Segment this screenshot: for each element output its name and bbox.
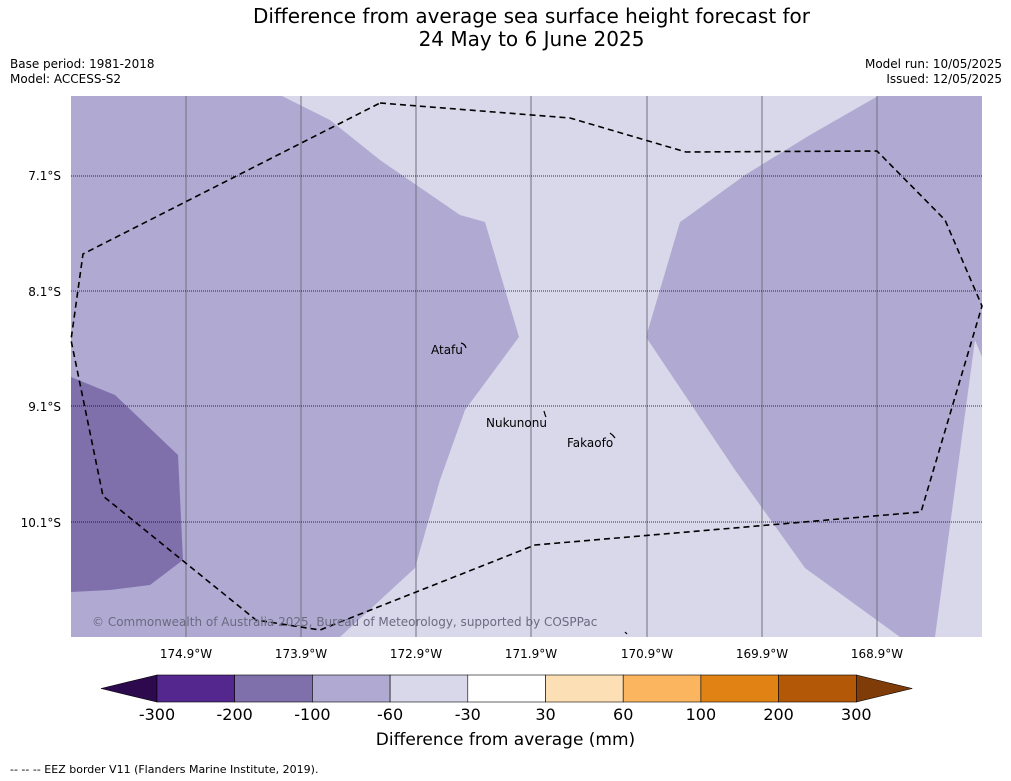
- meta-right: Model run: 10/05/2025 Issued: 12/05/2025: [865, 57, 1002, 87]
- lon-label-172-9: 172.9°W: [390, 647, 442, 661]
- colorbar-tick-label: 30: [535, 705, 555, 724]
- colorbar-segment: [156, 674, 235, 703]
- lon-label-170-9: 170.9°W: [621, 647, 673, 661]
- anomaly-region-west: [71, 96, 519, 637]
- colorbar-segment: [467, 674, 546, 703]
- colorbar-tick-label: 200: [763, 705, 794, 724]
- colorbar-segment: [389, 674, 469, 703]
- colorbar-tick-label: -60: [377, 705, 403, 724]
- colorbar-tick-label: 300: [841, 705, 872, 724]
- place-label-fakaofo: Fakaofo: [567, 436, 613, 450]
- map-title: Difference from average sea surface heig…: [0, 5, 1011, 51]
- atoll-markers: [460, 342, 628, 635]
- lon-label-168-9: 168.9°W: [851, 647, 903, 661]
- colorbar-tick-label: -30: [455, 705, 481, 724]
- model-run: Model run: 10/05/2025: [864, 57, 1002, 71]
- base-period: Base period: 1981-2018: [10, 57, 155, 71]
- anomaly-region-east: [646, 96, 982, 637]
- lon-label-173-9: 173.9°W: [275, 647, 327, 661]
- colorbar: -300 -200 -100 -60 -30 30 60 100 200 300: [100, 674, 913, 724]
- copyright-notice: © Commonwealth of Australia 2025, Bureau…: [92, 615, 597, 629]
- colorbar-tick-label: 100: [686, 705, 717, 724]
- model-name: Model: ACCESS-S2: [10, 72, 122, 86]
- colorbar-tick-label: -300: [139, 705, 175, 724]
- colorbar-extend-high: [855, 674, 913, 703]
- latitude-labels: 7.1°S 8.1°S 9.1°S 10.1°S: [21, 169, 61, 530]
- atafu-atoll-icon: [460, 342, 467, 349]
- colorbar-tick-label: -200: [217, 705, 253, 724]
- colorbar-segment: [622, 674, 702, 703]
- eez-legend-note: -- -- -- EEZ border V11 (Flanders Marine…: [10, 763, 319, 776]
- lon-label-174-9: 174.9°W: [160, 647, 212, 661]
- colorbar-segment: [778, 674, 857, 703]
- colorbar-segment: [312, 674, 391, 703]
- lat-label-10-1: 10.1°S: [21, 516, 61, 530]
- colorbar-tick-label: -100: [294, 705, 330, 724]
- lat-label-9-1: 9.1°S: [28, 400, 61, 414]
- colorbar-segment: [700, 674, 779, 703]
- colorbar-segment: [545, 674, 624, 703]
- fakaofo-atoll-icon: [609, 432, 616, 439]
- colorbar-segment: [234, 674, 313, 703]
- title-line-1: Difference from average sea surface heig…: [252, 4, 811, 28]
- place-label-atafu: Atafu: [431, 343, 463, 357]
- colorbar-extend-low: [100, 674, 158, 703]
- colorbar-title: Difference from average (mm): [375, 730, 636, 750]
- nukunonu-atoll-icon: [543, 410, 547, 418]
- lon-label-169-9: 169.9°W: [736, 647, 788, 661]
- meta-left: Base period: 1981-2018 Model: ACCESS-S2: [10, 57, 155, 87]
- lat-label-8-1: 8.1°S: [28, 285, 61, 299]
- lat-label-7-1: 7.1°S: [28, 169, 61, 183]
- issued-date: Issued: 12/05/2025: [886, 72, 1002, 86]
- colorbar-tick-label: 60: [613, 705, 633, 724]
- small-island-icon: [624, 631, 628, 635]
- title-line-2: 24 May to 6 June 2025: [418, 27, 645, 51]
- place-label-nukunonu: Nukunonu: [486, 416, 547, 430]
- meridian-lines: [185, 96, 878, 637]
- longitude-labels: 174.9°W 173.9°W 172.9°W 171.9°W 170.9°W …: [160, 647, 903, 661]
- lon-label-171-9: 171.9°W: [505, 647, 557, 661]
- eez-border: [70, 102, 983, 631]
